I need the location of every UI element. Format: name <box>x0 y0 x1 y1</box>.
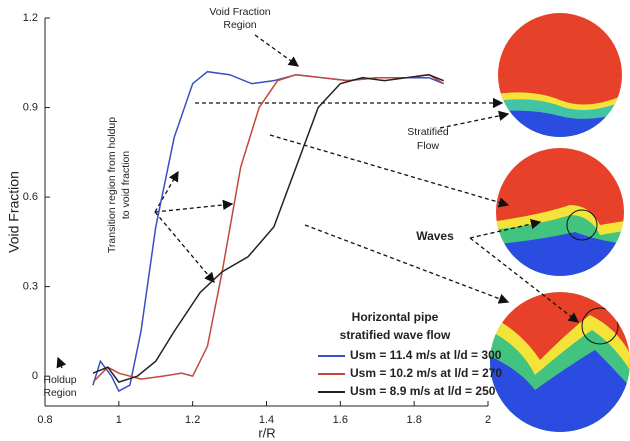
annotation: Region <box>223 19 256 31</box>
y-tick-label: 1.2 <box>23 12 38 24</box>
pipe-image-waves <box>496 148 624 276</box>
legend-label: Usm = 10.2 m/s at l/d = 270 <box>350 366 502 380</box>
x-tick-label: 1.2 <box>185 414 200 426</box>
y-tick-label: 0.3 <box>23 281 38 293</box>
pipe-image-large-waves <box>490 292 630 432</box>
pipe-image-stratified <box>498 13 622 137</box>
annotation: Waves <box>416 229 454 243</box>
y-tick-label: 0.6 <box>23 191 38 203</box>
series-line <box>92 73 445 383</box>
x-tick-label: 1 <box>116 414 122 426</box>
series-line <box>92 73 444 384</box>
legend-title: Horizontal pipe <box>352 310 439 324</box>
y-axis-label: Void Fraction <box>6 171 22 253</box>
annotation: Transition region from holdup <box>106 117 118 253</box>
series-line <box>92 70 444 393</box>
annotation: Stratified <box>407 126 449 138</box>
annotation: Region <box>43 387 76 399</box>
legend-label: Usm = 11.4 m/s at l/d = 300 <box>350 348 502 362</box>
x-tick-label: 1.6 <box>333 414 348 426</box>
x-tick-label: 1.4 <box>259 414 274 426</box>
x-tick-label: 2 <box>485 414 491 426</box>
annotation: Holdup <box>43 374 76 386</box>
annotation: Void Fraction <box>209 6 270 18</box>
x-tick-label: 1.8 <box>407 414 422 426</box>
y-tick-label: 0.9 <box>23 101 38 113</box>
x-tick-label: 0.8 <box>37 414 52 426</box>
annotation: to void fraction <box>120 151 132 219</box>
legend-title: stratified wave flow <box>340 328 451 342</box>
annotation-arrows <box>56 34 580 369</box>
annotation: Flow <box>417 140 440 152</box>
legend-label: Usm = 8.9 m/s at l/d = 250 <box>350 384 496 398</box>
y-tick-label: 0 <box>32 370 38 382</box>
x-axis-label: r/R <box>258 425 275 440</box>
